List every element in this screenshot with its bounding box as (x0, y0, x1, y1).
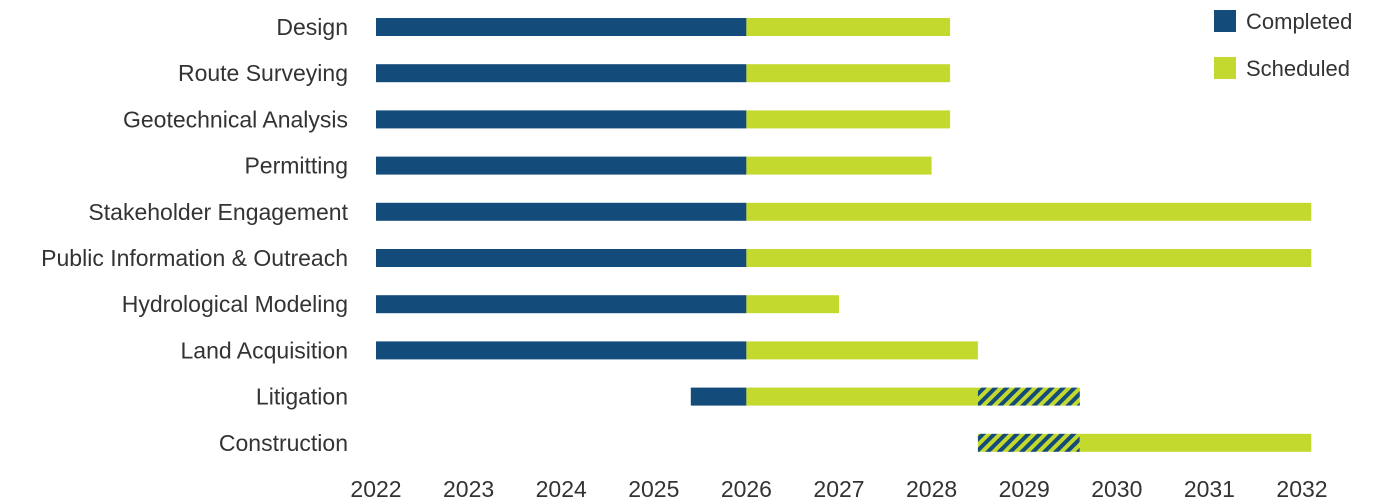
task-label: Stakeholder Engagement (88, 199, 348, 225)
x-tick-label: 2028 (906, 476, 957, 502)
x-tick-label: 2025 (628, 476, 679, 502)
bar-scheduled (746, 295, 839, 314)
bar-hatched (977, 433, 1080, 452)
task-label: Litigation (256, 384, 348, 410)
bar-completed (376, 202, 747, 221)
bar-hatched (977, 387, 1080, 406)
legend-swatch (1214, 10, 1236, 32)
bar-scheduled (746, 202, 1312, 221)
bar-scheduled (746, 18, 951, 36)
bar-scheduled (746, 249, 1312, 267)
legend-label: Scheduled (1246, 56, 1350, 81)
task-label: Permitting (244, 153, 348, 179)
bar-completed (376, 18, 747, 36)
x-tick-label: 2030 (1091, 476, 1142, 502)
task-labels: Design Route Surveying Geotechnical Analys… (41, 14, 348, 456)
task-label: Land Acquisition (180, 337, 348, 363)
bar-completed (690, 387, 747, 406)
legend-label: Completed (1246, 9, 1352, 34)
task-label: Public Information & Outreach (41, 245, 348, 271)
task-label: Route Surveying (178, 60, 348, 86)
bar-completed (376, 64, 747, 83)
bar-scheduled (746, 64, 951, 83)
x-tick-label: 2024 (536, 476, 587, 502)
bar-scheduled (746, 110, 951, 129)
bar-completed (376, 295, 747, 314)
legend-swatch (1214, 57, 1236, 79)
bar-completed (376, 156, 747, 175)
bar-scheduled (746, 387, 978, 406)
bar-scheduled (746, 156, 932, 175)
task-label: Construction (219, 430, 348, 456)
task-label: Design (276, 14, 348, 40)
task-label: Geotechnical Analysis (123, 106, 348, 132)
x-tick-label: 2022 (350, 476, 401, 502)
bars (376, 18, 1312, 452)
x-tick-label: 2026 (721, 476, 772, 502)
x-tick-label: 2032 (1276, 476, 1327, 502)
bar-scheduled (1079, 433, 1312, 452)
bar-completed (376, 110, 747, 129)
bar-scheduled (746, 341, 978, 360)
legend: Completed Scheduled (1214, 9, 1352, 81)
bar-completed (376, 341, 747, 360)
x-tick-label: 2023 (443, 476, 494, 502)
x-tick-label: 2031 (1184, 476, 1235, 502)
x-tick-label: 2027 (813, 476, 864, 502)
x-axis-tick-labels: 2022 2023 2024 2025 2026 2027 2028 2029 2030 2031… (350, 476, 1327, 502)
bar-completed (376, 249, 747, 267)
x-tick-label: 2029 (999, 476, 1050, 502)
task-label: Hydrological Modeling (122, 291, 348, 317)
